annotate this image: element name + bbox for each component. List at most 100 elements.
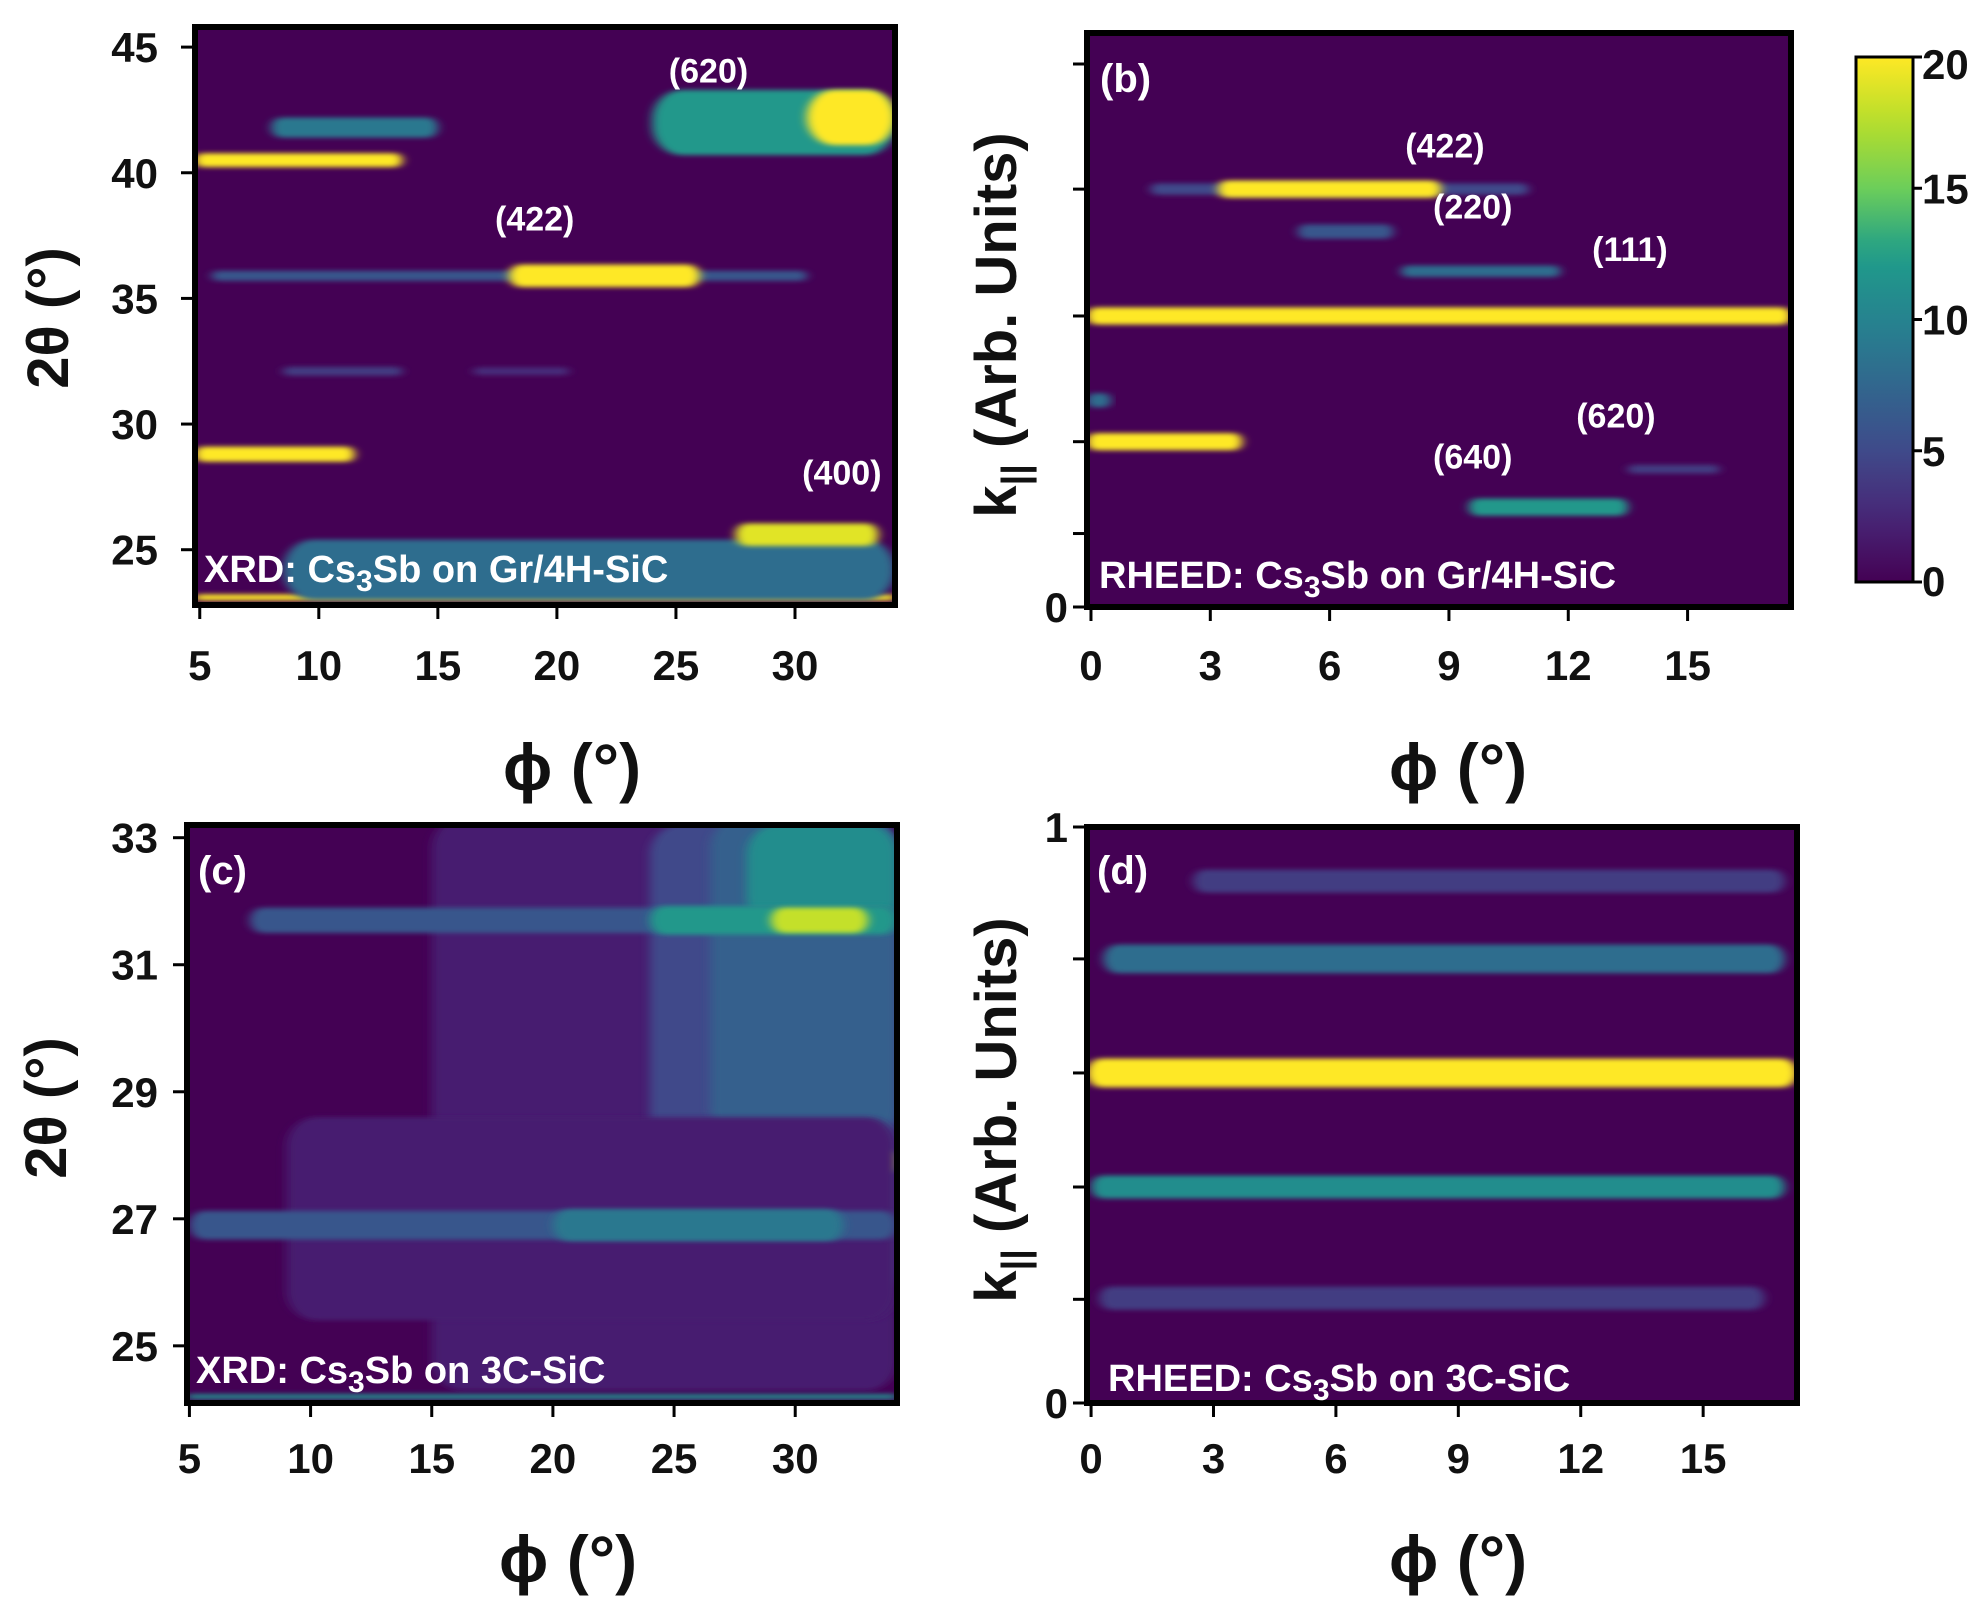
- panel-a-ticks: 5 10 15 20 25 30 25 30 35 40 45: [111, 24, 818, 689]
- panel-a: 5 10 15 20 25 30 25 30 35 40 45 (620) (422) (400) XR…: [16, 24, 898, 804]
- peak-label: (220): [1433, 188, 1512, 226]
- peak-label: (400): [802, 454, 881, 492]
- panel-c-ticks: 5 10 15 20 25 30 25 27 29 31 33: [111, 815, 818, 1482]
- peak-label: (422): [495, 201, 574, 239]
- panel-d-xlabel: ϕ (°): [1389, 1522, 1527, 1596]
- intensity-feature: [473, 367, 569, 376]
- y-tick-label: 25: [111, 527, 158, 574]
- intensity-feature: [735, 523, 879, 546]
- panel-d-heatmap: [1087, 827, 1797, 1403]
- x-tick-label: 5: [178, 1435, 201, 1482]
- panel-b-ylabel: k|| (Arb. Units): [964, 132, 1037, 517]
- panel-a-xlabel: ϕ (°): [503, 730, 641, 804]
- x-tick-label: 6: [1318, 642, 1341, 689]
- panel-c-frame: [184, 822, 900, 1406]
- panel-c-xlabel: ϕ (°): [499, 1522, 637, 1596]
- colorbar-tick-label: 0: [1922, 558, 1945, 605]
- panel-b: 0 3 6 9 12 150 (422)(220)(111)(620)(640) (b) …: [964, 30, 1794, 804]
- x-tick-label: 9: [1437, 642, 1460, 689]
- intensity-feature: [1218, 180, 1441, 198]
- intensity-feature: [1087, 1058, 1797, 1088]
- panel-a-frame: [192, 24, 898, 608]
- colorbar-tick-label: 20: [1922, 41, 1968, 88]
- intensity-feature: [271, 117, 438, 138]
- peak-label: (111): [1592, 231, 1668, 269]
- colorbar-tick-label: 10: [1922, 297, 1968, 344]
- intensity-feature: [1087, 433, 1243, 451]
- x-tick-label: 20: [530, 1435, 577, 1482]
- intensity-feature: [1627, 464, 1720, 474]
- panel-d-ylabel: k|| (Arb. Units): [964, 917, 1037, 1302]
- panel-a-heatmap: [195, 27, 895, 605]
- y-tick-label: 40: [111, 150, 158, 197]
- x-tick-label: 9: [1447, 1435, 1470, 1482]
- x-tick-label: 3: [1199, 642, 1222, 689]
- x-tick-label: 15: [1680, 1435, 1727, 1482]
- y-tick-label: 29: [111, 1069, 158, 1116]
- panel-b-frame: [1084, 30, 1794, 610]
- panel-c: 5 10 15 20 25 30 25 27 29 31 33 (c) XRD: Cs3Sb on …: [14, 815, 900, 1596]
- intensity-feature: [195, 446, 355, 462]
- panel-b-xlabel: ϕ (°): [1389, 730, 1527, 804]
- intensity-feature: [283, 366, 403, 376]
- intensity-feature: [1401, 265, 1561, 277]
- intensity-feature: [187, 1394, 897, 1400]
- x-tick-label: 15: [408, 1435, 455, 1482]
- peak-label: (620): [1576, 397, 1655, 435]
- intensity-feature: [1087, 307, 1791, 325]
- x-tick-label: 25: [651, 1435, 698, 1482]
- y-tick-label: 27: [111, 1196, 158, 1243]
- peak-label: (640): [1433, 439, 1512, 477]
- panel-d: 0 3 6 9 12 15 0 1 (d) RHEED: Cs3Sb on 3C-SiC ϕ …: [964, 804, 1800, 1596]
- y-tick-label: 31: [111, 942, 158, 989]
- intensity-feature: [1297, 224, 1394, 239]
- intensity-feature: [1103, 944, 1785, 974]
- panel-d-frame: [1084, 824, 1800, 1406]
- intensity-feature: [195, 153, 403, 168]
- intensity-feature: [746, 825, 897, 927]
- colorbar-tick-label: 15: [1922, 165, 1968, 212]
- y-tick-label: 30: [111, 401, 158, 448]
- intensity-feature: [1087, 393, 1111, 408]
- colorbar-gradient: [1854, 55, 1915, 584]
- x-tick-label: 10: [295, 642, 342, 689]
- y-tick-label: 0: [1045, 584, 1068, 631]
- x-tick-label: 30: [772, 642, 819, 689]
- panel-a-caption: XRD: Cs3Sb on Gr/4H-SiC: [204, 549, 668, 598]
- intensity-feature: [1099, 1286, 1765, 1310]
- panel-c-label: (c): [198, 849, 247, 893]
- panel-d-caption: RHEED: Cs3Sb on 3C-SiC: [1108, 1358, 1570, 1407]
- intensity-feature: [770, 907, 868, 933]
- x-tick-label: 0: [1079, 1435, 1102, 1482]
- x-tick-label: 12: [1557, 1435, 1604, 1482]
- x-tick-label: 5: [188, 642, 211, 689]
- y-tick-label: 0: [1045, 1380, 1068, 1427]
- panel-c-caption: XRD: Cs3Sb on 3C-SiC: [196, 1350, 605, 1399]
- x-tick-label: 15: [414, 642, 461, 689]
- intensity-feature: [283, 539, 895, 600]
- panel-b-ticks: 0 3 6 9 12 15 0: [1045, 62, 1711, 689]
- panel-c-ylabel: 2θ (°): [14, 1037, 79, 1179]
- intensity-feature: [552, 1209, 844, 1242]
- panel-c-heatmap: [187, 825, 897, 1403]
- x-tick-label: 0: [1079, 642, 1102, 689]
- x-tick-label: 25: [653, 642, 700, 689]
- y-tick-label: 1: [1045, 804, 1068, 851]
- panel-a-peak-labels: (620) (422) (400): [495, 52, 882, 492]
- colorbar: 0 5 10 15 20: [1854, 41, 1968, 605]
- y-tick-label: 45: [111, 24, 158, 71]
- panel-b-label: (b): [1100, 57, 1151, 101]
- y-tick-label: 25: [111, 1323, 158, 1370]
- intensity-feature: [806, 89, 895, 146]
- peak-label: (422): [1405, 128, 1484, 166]
- panel-d-label: (d): [1097, 849, 1148, 893]
- peak-label: (620): [669, 52, 748, 90]
- panel-d-ticks: 0 3 6 9 12 15 0 1: [1045, 804, 1727, 1482]
- colorbar-tick-label: 5: [1922, 428, 1945, 475]
- y-tick-label: 35: [111, 275, 158, 322]
- x-tick-label: 15: [1664, 642, 1711, 689]
- panel-b-peak-labels: (422) (220) (111) (620) (640): [1405, 128, 1668, 477]
- x-tick-label: 10: [287, 1435, 334, 1482]
- x-tick-label: 30: [772, 1435, 819, 1482]
